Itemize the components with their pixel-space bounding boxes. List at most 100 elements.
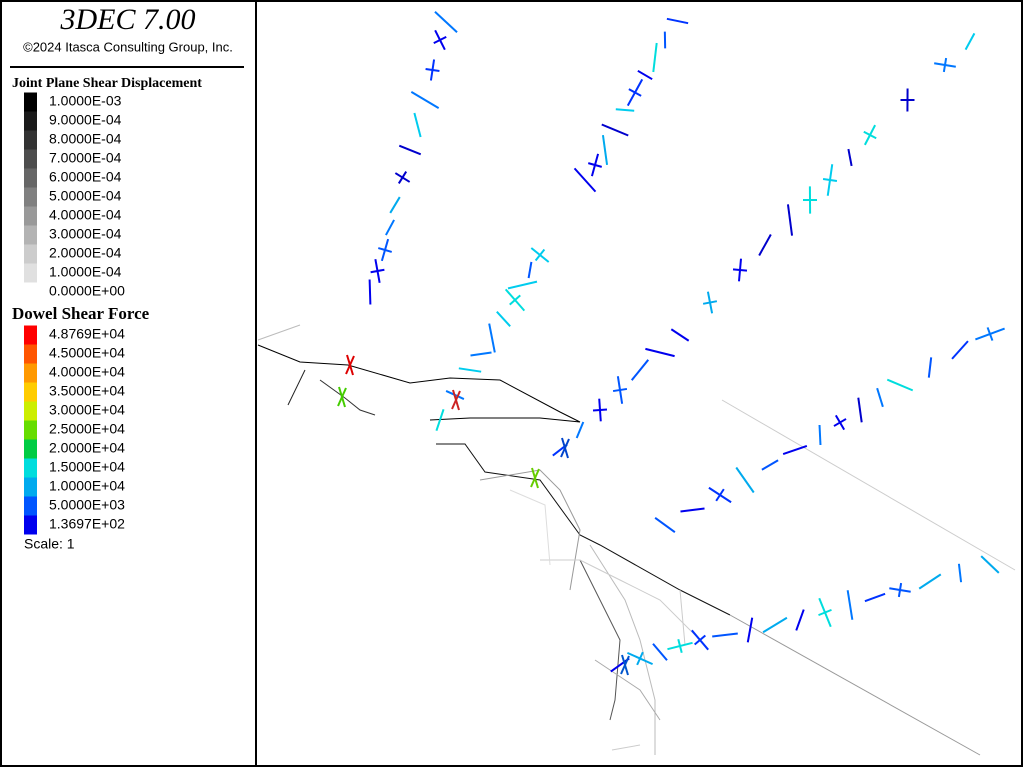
dowel <box>470 351 492 357</box>
dowel <box>530 468 540 488</box>
legend-label: 4.5000E+04 <box>49 345 125 361</box>
legend-swatch <box>24 206 37 226</box>
joint-trace <box>721 399 1016 571</box>
dowel <box>702 300 718 305</box>
dowel <box>680 507 705 513</box>
joint-trace <box>611 744 641 751</box>
dowel <box>592 408 608 412</box>
joint-trace <box>589 544 656 755</box>
dowel <box>397 171 408 184</box>
legend-label: 1.3697E+02 <box>49 516 125 532</box>
dowel <box>645 347 675 358</box>
dowel <box>488 323 496 353</box>
copyright: ©2024 Itasca Consulting Group, Inc. <box>23 39 233 54</box>
joint-trace <box>436 443 731 616</box>
dowel <box>601 123 629 137</box>
dowel <box>573 167 597 193</box>
legend-label: 2.0000E+04 <box>49 440 125 456</box>
legend-swatch <box>24 325 37 345</box>
dowel <box>746 617 754 643</box>
legend-swatch <box>24 111 37 131</box>
dowel <box>795 609 805 631</box>
legend-label: 3.5000E+04 <box>49 383 125 399</box>
dowel <box>413 112 422 138</box>
dowel <box>927 357 933 378</box>
dowel <box>534 248 546 262</box>
joint-trace <box>257 324 301 341</box>
dowel <box>897 582 903 598</box>
legend-label: 4.0000E+04 <box>49 364 125 380</box>
dowel <box>652 643 668 661</box>
dowel <box>435 409 445 431</box>
legend-swatch <box>24 382 37 402</box>
dowel <box>818 424 822 446</box>
legend-label: 1.0000E+04 <box>49 478 125 494</box>
dowel <box>942 57 948 73</box>
dowel <box>670 328 690 342</box>
legend-swatch <box>24 225 37 245</box>
legend-label: 0.0000E+00 <box>49 283 125 299</box>
legend-label: 6.0000E-04 <box>49 169 122 185</box>
dowel <box>507 280 538 290</box>
legend-title: Joint Plane Shear Displacement <box>12 76 202 91</box>
dowel <box>833 418 847 427</box>
dowel-layer <box>337 10 1005 676</box>
dowel <box>615 108 635 112</box>
dowel <box>434 10 458 34</box>
legend-label: 3.0000E-04 <box>49 226 122 242</box>
joint-trace <box>257 344 581 423</box>
legend-swatch <box>24 439 37 459</box>
joint-trace <box>509 489 551 566</box>
dowel <box>986 327 994 341</box>
dowel <box>951 340 969 360</box>
legend-title: Dowel Shear Force <box>12 304 150 323</box>
dowel <box>761 459 779 471</box>
dowel <box>509 294 521 306</box>
legend-label: 1.5000E+04 <box>49 459 125 475</box>
dowel <box>782 444 808 456</box>
app-title: 3DEC 7.00 <box>60 3 196 36</box>
joint-trace <box>287 369 306 406</box>
dowel <box>620 655 630 675</box>
dowel <box>677 638 683 654</box>
dowel <box>857 397 863 423</box>
dowel <box>732 268 748 272</box>
legend-swatch <box>24 149 37 169</box>
dowel <box>630 359 650 381</box>
dowel <box>654 517 676 533</box>
dowel <box>377 247 393 253</box>
dowel <box>818 608 832 617</box>
dowel <box>527 261 533 279</box>
dowel <box>864 592 886 603</box>
dowel <box>575 421 585 439</box>
dowel <box>694 634 706 646</box>
dowel <box>385 219 395 236</box>
dowel <box>847 148 853 167</box>
dowel <box>410 91 440 109</box>
dowel <box>368 279 372 305</box>
legend-swatch <box>24 515 37 535</box>
joint-trace <box>479 469 581 591</box>
dowel <box>433 35 447 45</box>
legend-label: 1.0000E-04 <box>49 264 122 280</box>
legend-label: 2.0000E-04 <box>49 245 122 261</box>
joint-trace <box>319 379 376 416</box>
dowel <box>715 488 725 502</box>
legend-label: 8.0000E-04 <box>49 131 122 147</box>
dowel <box>425 67 440 73</box>
legend-label: 4.8769E+04 <box>49 326 125 342</box>
dowel <box>758 234 772 256</box>
legend-swatch <box>24 420 37 440</box>
dowel <box>496 311 511 327</box>
dowel <box>712 632 738 638</box>
dowel <box>398 144 422 156</box>
dowel <box>846 590 854 620</box>
legend-label: 1.0000E-03 <box>49 93 122 109</box>
dowel <box>345 355 355 375</box>
dowel <box>637 69 653 81</box>
legend-swatch <box>24 496 37 516</box>
legend-label: 9.0000E-04 <box>49 112 122 128</box>
dowel <box>652 42 658 73</box>
dowel <box>458 367 482 373</box>
